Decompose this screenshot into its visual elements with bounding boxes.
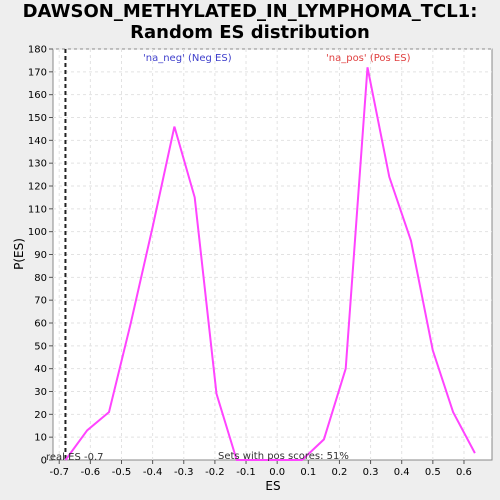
grid-lines <box>53 48 492 460</box>
y-tick-label: 100 <box>28 227 47 238</box>
x-tick-label: 0.0 <box>269 467 285 478</box>
x-tick-label: 0.6 <box>456 467 472 478</box>
y-axis-ticks: 0 10 20 30 40 50 60 70 80 90 100 110 120 130 140 150 160… <box>28 45 53 467</box>
y-tick-label: 10 <box>34 433 47 444</box>
x-axis-title: ES <box>265 479 280 493</box>
es-series-line <box>64 67 476 461</box>
x-axis-ticks: -0.7 -0.6 -0.5 -0.4 -0.3 -0.2 -0.1 0.0 0.1 0.2 0.3… <box>49 460 472 478</box>
pos-es-label: 'na_pos' (Pos ES) <box>326 53 411 64</box>
x-tick-label: -0.3 <box>174 467 194 478</box>
x-tick-label: 0.2 <box>331 467 347 478</box>
y-tick-label: 180 <box>28 45 47 56</box>
neg-es-label: 'na_neg' (Neg ES) <box>143 53 232 64</box>
x-tick-label: -0.1 <box>236 467 256 478</box>
y-tick-label: 110 <box>28 204 47 215</box>
y-tick-label: 80 <box>34 273 47 284</box>
x-tick-label: -0.5 <box>112 467 132 478</box>
pos-scores-label: Sets with pos scores: 51% <box>218 451 349 462</box>
y-tick-label: 150 <box>28 113 47 124</box>
y-tick-label: 130 <box>28 159 47 170</box>
y-axis-title: P(ES) <box>12 238 26 270</box>
y-tick-label: 90 <box>34 250 47 261</box>
y-tick-label: 160 <box>28 90 47 101</box>
x-tick-label: 0.3 <box>363 467 379 478</box>
chart-title-line-2: Random ES distribution <box>130 22 370 43</box>
y-tick-label: 0 <box>41 456 47 467</box>
chart-title-line-1: DAWSON_METHYLATED_IN_LYMPHOMA_TCL1: <box>22 1 478 22</box>
y-tick-label: 40 <box>34 364 47 375</box>
y-tick-label: 20 <box>34 410 47 421</box>
y-tick-label: 140 <box>28 136 47 147</box>
x-tick-label: 0.5 <box>425 467 441 478</box>
x-tick-label: -0.7 <box>49 467 69 478</box>
x-tick-label: 0.4 <box>394 467 410 478</box>
x-tick-label: 0.1 <box>300 467 316 478</box>
y-tick-label: 70 <box>34 296 47 307</box>
chart-title: DAWSON_METHYLATED_IN_LYMPHOMA_TCL1: Rand… <box>0 1 500 43</box>
real-es-label: real ES -0.7 <box>46 452 104 463</box>
x-tick-label: -0.4 <box>143 467 163 478</box>
y-tick-label: 170 <box>28 67 47 78</box>
y-tick-label: 60 <box>34 319 47 330</box>
y-tick-label: 50 <box>34 341 47 352</box>
y-tick-label: 120 <box>28 182 47 193</box>
x-tick-label: -0.6 <box>81 467 101 478</box>
y-tick-label: 30 <box>34 387 47 398</box>
x-tick-label: -0.2 <box>205 467 225 478</box>
